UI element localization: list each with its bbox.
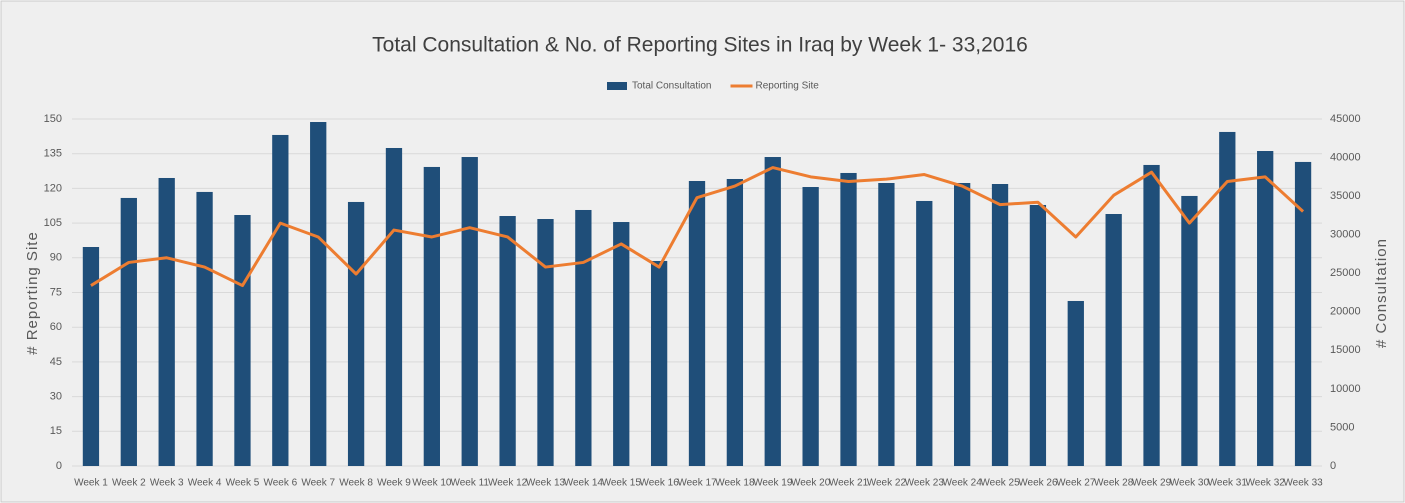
x-tick-label: Week 12: [488, 478, 528, 489]
y-tick-label: 75: [50, 286, 62, 298]
bar: [537, 219, 554, 466]
bar: [575, 209, 592, 467]
bar: [1067, 300, 1084, 466]
legend-label: Reporting Site: [756, 81, 820, 92]
bar: [499, 216, 516, 466]
y2-tick-label: 0: [1330, 460, 1336, 472]
x-tick-label: Week 10: [412, 478, 452, 489]
y2-axis-title: # Consultation: [1373, 238, 1390, 348]
x-tick-label: Week 32: [1246, 478, 1286, 489]
x-tick-label: Week 30: [1170, 478, 1210, 489]
x-tick-label: Week 7: [301, 478, 335, 489]
bar: [613, 222, 630, 466]
x-tick-label: Week 19: [753, 478, 793, 489]
y-tick-label: 120: [44, 182, 62, 194]
x-tick-label: Week 31: [1208, 478, 1248, 489]
legend-label: Total Consultation: [632, 81, 712, 92]
y2-tick-label: 45000: [1330, 113, 1361, 125]
bar: [1257, 151, 1274, 467]
y2-tick-label: 10000: [1330, 383, 1361, 395]
y-tick-label: 15: [50, 425, 62, 437]
x-tick-label: Week 28: [1094, 478, 1134, 489]
bar: [840, 172, 857, 466]
bar: [802, 187, 819, 466]
y-axis-title: # Reporting Site: [24, 231, 41, 355]
bar: [158, 177, 175, 467]
bar: [423, 166, 440, 466]
bar: [688, 180, 706, 467]
x-tick-label: Week 11: [450, 478, 489, 489]
x-tick-label: Week 8: [339, 478, 373, 489]
x-tick-label: Week 20: [791, 478, 831, 489]
bar: [1294, 161, 1312, 467]
x-tick-label: Week 24: [943, 478, 983, 489]
y-tick-label: 30: [50, 391, 62, 403]
bar: [954, 183, 971, 466]
y2-tick-label: 20000: [1330, 306, 1361, 318]
bar: [916, 200, 933, 466]
x-tick-label: Week 22: [867, 478, 907, 489]
x-tick-label: Week 16: [639, 478, 679, 489]
bar: [461, 157, 478, 466]
bar: [385, 147, 403, 466]
y2-tick-label: 5000: [1330, 421, 1354, 433]
x-tick-label: Week 5: [226, 478, 260, 489]
x-tick-label: Week 4: [188, 478, 222, 489]
bar: [196, 191, 213, 466]
y2-tick-label: 15000: [1330, 344, 1361, 356]
y-tick-label: 150: [44, 113, 62, 125]
x-tick-label: Week 17: [677, 478, 717, 489]
legend-swatch: [607, 82, 627, 90]
bar: [234, 215, 251, 466]
bar: [347, 201, 365, 466]
y-tick-label: 45: [50, 356, 62, 368]
x-tick-label: Week 29: [1132, 478, 1172, 489]
bar: [650, 260, 668, 466]
y-tick-label: 0: [56, 460, 62, 472]
y-tick-label: 105: [44, 217, 62, 229]
y2-tick-label: 35000: [1330, 190, 1361, 202]
x-tick-label: Week 9: [377, 478, 411, 489]
x-tick-label: Week 23: [905, 478, 945, 489]
bar: [120, 197, 137, 466]
bar: [1219, 131, 1236, 467]
bar: [1105, 214, 1122, 466]
bar: [272, 134, 289, 466]
y-tick-label: 90: [50, 252, 62, 264]
x-tick-label: Week 2: [112, 478, 146, 489]
x-tick-label: Week 26: [1018, 478, 1058, 489]
x-tick-label: Week 25: [980, 478, 1020, 489]
x-tick-label: Week 21: [829, 478, 869, 489]
x-tick-label: Week 18: [715, 478, 755, 489]
bar: [878, 183, 895, 466]
y2-tick-label: 30000: [1330, 229, 1361, 241]
bar: [726, 178, 744, 467]
y-tick-label: 60: [50, 321, 62, 333]
chart-title: Total Consultation & No. of Reporting Si…: [372, 34, 1028, 57]
y2-tick-label: 25000: [1330, 267, 1361, 279]
bar: [991, 184, 1009, 466]
x-tick-label: Week 3: [150, 478, 184, 489]
x-tick-label: Week 13: [526, 478, 566, 489]
bar: [764, 157, 781, 466]
x-tick-label: Week 33: [1283, 478, 1323, 489]
bar: [1029, 204, 1047, 466]
x-tick-label: Week 6: [263, 478, 297, 489]
x-tick-label: Week 27: [1056, 478, 1096, 489]
x-tick-label: Week 15: [602, 478, 642, 489]
y2-tick-label: 40000: [1330, 151, 1361, 163]
x-tick-label: Week 14: [564, 478, 604, 489]
x-tick-label: Week 1: [74, 478, 108, 489]
bar: [310, 122, 327, 467]
y-tick-label: 135: [44, 148, 62, 160]
bar: [1181, 195, 1198, 466]
bar: [82, 247, 100, 466]
bar: [1143, 164, 1160, 466]
line: [90, 166, 1305, 288]
